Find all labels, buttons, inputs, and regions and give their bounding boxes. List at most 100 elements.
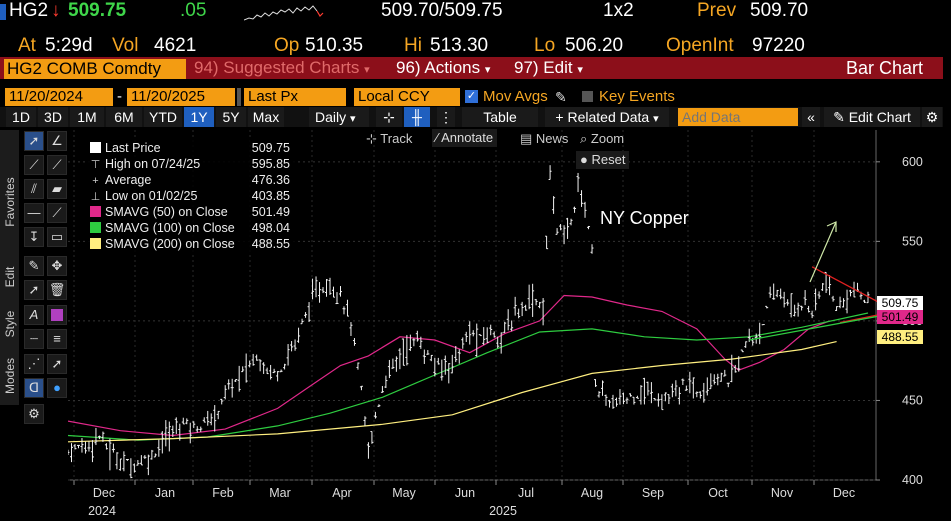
price-bar (440, 359, 444, 381)
edit-chart-button[interactable]: ✎ Edit Chart (824, 107, 920, 127)
calendar-icon[interactable] (237, 88, 241, 106)
period-button-1m[interactable]: 1M (70, 107, 104, 127)
horizontal-line-tool-icon[interactable]: — (24, 203, 44, 223)
sma-line-50 (68, 294, 830, 437)
sidebar-tab-edit[interactable]: Edit (2, 258, 17, 298)
price-bar (419, 336, 423, 349)
price-bar (269, 364, 273, 380)
price-bar (828, 275, 832, 296)
dotted-line-icon[interactable]: ⋰ (24, 354, 44, 374)
pointer-tool-icon[interactable]: ➚ (24, 131, 44, 151)
crosshair-mode-icon[interactable]: ᗡ (24, 378, 44, 398)
frequency-select[interactable]: Daily ▾ (309, 107, 369, 127)
bar-style-icon[interactable]: ╫ (404, 107, 430, 127)
annotation-arrow-head-icon[interactable] (826, 221, 837, 232)
period-button-3d[interactable]: 3D (38, 107, 68, 127)
actions-menu[interactable]: 96) Actions ▾ (396, 57, 490, 81)
more-options-icon[interactable]: ⋮ (437, 107, 455, 127)
sidebar-tab-style[interactable]: Style (2, 303, 17, 349)
fibonacci-tool-icon[interactable]: ⟋ (47, 203, 67, 223)
price-bar (800, 305, 804, 311)
settings-gear-icon[interactable]: ⚙ (922, 107, 942, 127)
annotation-arrow[interactable] (809, 221, 837, 283)
period-button-1y[interactable]: 1Y (184, 107, 214, 127)
period-button-1d[interactable]: 1D (6, 107, 36, 127)
line-style-icon[interactable]: ┈ (24, 329, 44, 349)
trendline[interactable] (749, 312, 897, 341)
field-select[interactable]: Last Px (244, 88, 346, 106)
cursor-mode-icon[interactable]: ➚ (47, 354, 67, 374)
price-bar (146, 454, 150, 476)
select-arrow-icon[interactable]: ➚ (24, 280, 44, 300)
price-bar (248, 360, 252, 368)
currency-select[interactable]: Local CCY (354, 88, 460, 106)
end-date-field[interactable]: 11/20/2025 (127, 88, 235, 106)
frequency-label: Daily (315, 109, 347, 125)
security-field[interactable]: HG2 COMB Comdty (4, 59, 186, 79)
price-bar (723, 369, 727, 377)
track-button[interactable]: ⊹ Track (366, 130, 412, 148)
add-data-input[interactable] (678, 108, 798, 126)
measure-tool-icon[interactable]: ↧ (24, 227, 44, 247)
price-bar (90, 440, 94, 463)
suggested-charts-menu[interactable]: 94) Suggested Charts ▾ (194, 57, 370, 81)
mov-avgs-checkbox[interactable]: ✓ (465, 90, 478, 103)
multi-color-icon[interactable]: ● (47, 378, 67, 398)
price-bar (695, 391, 699, 398)
price-bar (129, 458, 133, 479)
period-button-6m[interactable]: 6M (106, 107, 142, 127)
period-button-ytd[interactable]: YTD (144, 107, 182, 127)
reset-button[interactable]: ● Reset (576, 151, 630, 169)
price-bar (185, 418, 189, 425)
chart-annotation-text[interactable]: NY Copper (600, 208, 689, 228)
rectangle-tool-icon[interactable]: ▭ (47, 227, 67, 247)
zoom-button[interactable]: ⌕ Zoom (580, 130, 624, 148)
price-bar (143, 455, 147, 459)
rectangle-fill-tool-icon[interactable]: ▰ (47, 179, 67, 199)
channel-tool-icon[interactable]: ⫽ (24, 179, 44, 199)
x-tick-label: Feb (212, 486, 234, 500)
draw-line-tool-icon[interactable]: ∠ (47, 131, 67, 151)
key-events-checkbox[interactable] (582, 91, 593, 102)
annotate-button[interactable]: ∕ Annotate (432, 129, 498, 147)
sidebar-tab-favorites[interactable]: Favorites (2, 155, 17, 251)
price-bar (223, 385, 227, 400)
price-bar (384, 375, 388, 389)
related-data-menu[interactable]: + Related Data ▾ (545, 107, 669, 127)
segment-tool-icon[interactable]: ⟋ (24, 155, 44, 175)
ray-tool-icon[interactable]: ⟋ (47, 155, 67, 175)
price-bar (352, 338, 356, 346)
news-button[interactable]: ▤ News (520, 130, 568, 148)
price-bar (740, 349, 744, 353)
crosshair-tool-icon[interactable]: ⊹ (376, 107, 402, 127)
collapse-icon[interactable]: « (802, 107, 820, 127)
text-style-icon[interactable]: A (24, 305, 44, 325)
edit-menu[interactable]: 97) Edit ▾ (514, 57, 583, 81)
price-bar (318, 282, 322, 303)
brush-tool-icon[interactable]: ✎ (24, 256, 44, 276)
price-bar (765, 305, 769, 309)
price-bar (663, 392, 667, 402)
bid-ask-size: 1x2 (603, 0, 634, 21)
price-bar (600, 380, 604, 396)
sidebar-tab-modes[interactable]: Modes (2, 353, 17, 401)
move-tool-icon[interactable]: ✥ (47, 256, 67, 276)
line-width-icon[interactable]: ≡ (47, 329, 67, 349)
start-date-field[interactable]: 11/20/2024 (5, 88, 113, 106)
legend-value: 476.36 (251, 173, 290, 187)
price-chart[interactable]: 400450500550600 DecJanFebMarAprMayJunJul… (68, 130, 951, 521)
price-bar (670, 383, 674, 398)
table-button[interactable]: Table (462, 107, 538, 127)
price-bar (349, 322, 353, 336)
x-tick-label: Jul (518, 486, 534, 500)
settings-gear-icon[interactable]: ⚙ (24, 404, 44, 424)
trendlines[interactable] (749, 221, 897, 341)
trash-icon[interactable]: 🗑 (47, 280, 67, 300)
x-tick-label: Aug (581, 486, 603, 500)
color-swatch-icon[interactable] (47, 305, 67, 325)
high-value: 513.30 (430, 35, 489, 56)
period-button-max[interactable]: Max (248, 107, 284, 127)
pencil-icon[interactable]: ✎ (555, 89, 567, 105)
price-bar (520, 301, 524, 317)
period-button-5y[interactable]: 5Y (216, 107, 246, 127)
